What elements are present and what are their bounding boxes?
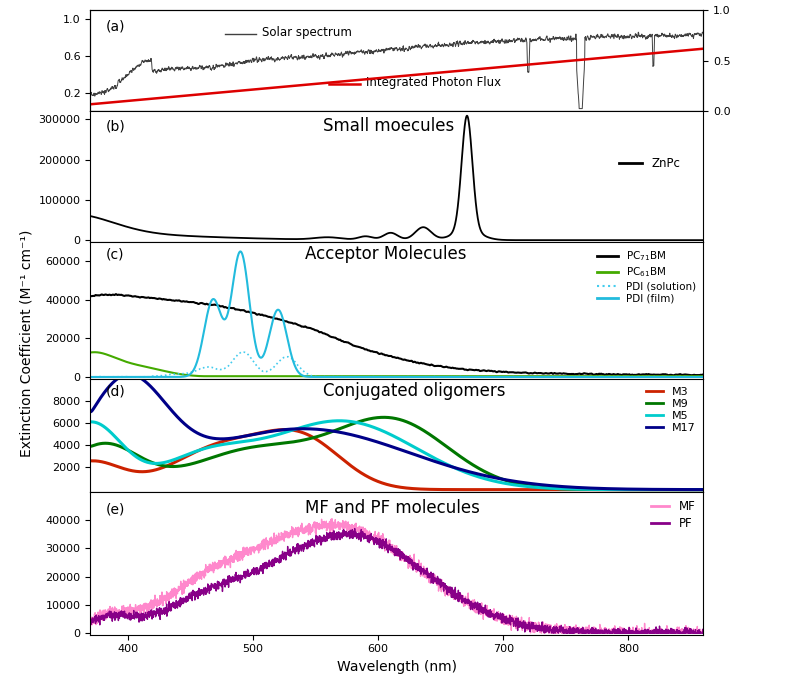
Text: (e): (e) bbox=[105, 502, 125, 517]
Text: Solar spectrum: Solar spectrum bbox=[262, 25, 352, 38]
X-axis label: Wavelength (nm): Wavelength (nm) bbox=[337, 660, 457, 674]
Text: (a): (a) bbox=[105, 19, 125, 34]
Text: (c): (c) bbox=[105, 248, 124, 261]
Text: Integrated Photon Flux: Integrated Photon Flux bbox=[366, 76, 501, 89]
Text: Acceptor Molecules: Acceptor Molecules bbox=[305, 245, 466, 263]
Text: MF and PF molecules: MF and PF molecules bbox=[305, 499, 479, 517]
Legend: PC$_{71}$BM, PC$_{61}$BM, PDI (solution), PDI (film): PC$_{71}$BM, PC$_{61}$BM, PDI (solution)… bbox=[593, 246, 700, 307]
Text: (d): (d) bbox=[105, 385, 126, 399]
Legend: MF, PF: MF, PF bbox=[647, 495, 700, 534]
Text: Conjugated oligomers: Conjugated oligomers bbox=[323, 382, 506, 400]
Text: Small moecules: Small moecules bbox=[323, 117, 454, 135]
Text: Extinction Coefficient (M⁻¹ cm⁻¹): Extinction Coefficient (M⁻¹ cm⁻¹) bbox=[20, 229, 34, 457]
Legend: M3, M9, M5, M17: M3, M9, M5, M17 bbox=[642, 382, 700, 438]
Legend: ZnPc: ZnPc bbox=[614, 152, 685, 175]
Text: (b): (b) bbox=[105, 120, 126, 134]
